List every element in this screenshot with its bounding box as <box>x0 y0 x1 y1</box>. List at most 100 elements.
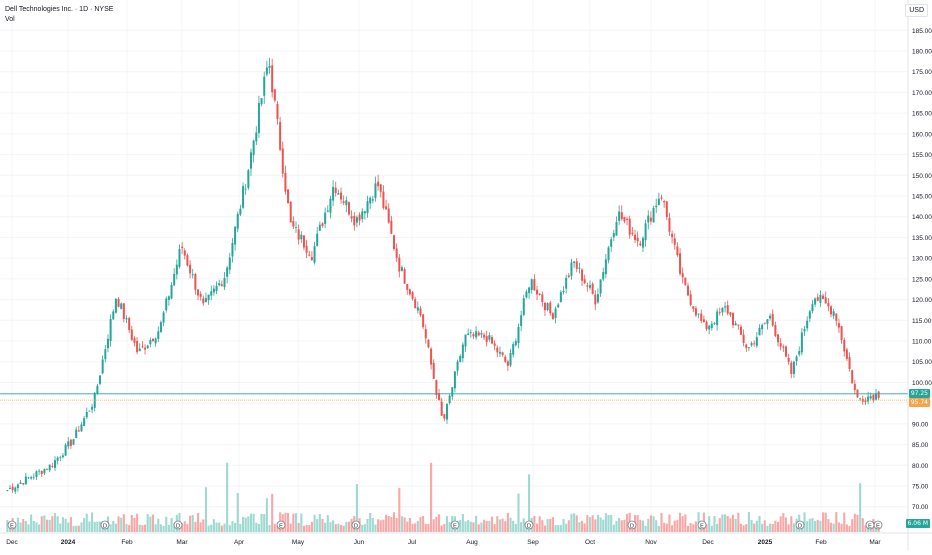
event-marker-label: D <box>630 524 634 530</box>
candle-body <box>170 284 173 299</box>
volume-bar <box>753 523 756 532</box>
volume-bar <box>761 523 764 532</box>
price-tick-label: 175.00 <box>912 69 932 76</box>
candle-body <box>811 304 814 312</box>
volume-bar <box>464 521 467 532</box>
volume-bar <box>578 522 581 532</box>
volume-bar <box>59 523 62 532</box>
event-marker-icon <box>697 520 707 530</box>
candle-body <box>321 223 324 227</box>
volume-bar <box>792 523 795 532</box>
volume-bar <box>210 524 213 532</box>
candle-body <box>302 235 305 248</box>
price-tick-label: 125.00 <box>912 276 932 283</box>
volume-bar <box>294 513 298 532</box>
candle-body <box>22 483 25 485</box>
volume-bar <box>689 523 692 532</box>
volume-bar <box>575 515 578 532</box>
volume-bar <box>437 514 441 532</box>
candle-body <box>729 312 732 315</box>
volume-bar <box>716 523 719 532</box>
volume-bar <box>861 518 864 532</box>
candle-body <box>543 302 546 311</box>
volume-bar <box>427 523 430 532</box>
volume-bar <box>705 524 708 532</box>
volume-bar <box>202 519 205 532</box>
volume-bar <box>305 525 308 532</box>
grid <box>0 0 908 533</box>
price-tick-label: 115.00 <box>912 318 932 325</box>
volume-bar <box>112 520 115 532</box>
volume-bar <box>573 513 576 532</box>
volume-bar <box>302 525 306 532</box>
candle-body <box>11 486 14 491</box>
volume-bar <box>422 515 425 532</box>
candle-body <box>848 357 851 369</box>
event-marker-label: E <box>453 524 457 530</box>
event-marker-icon <box>627 520 637 530</box>
volume-bar <box>588 517 592 532</box>
candle-body <box>459 356 462 362</box>
volume-bar <box>363 524 366 532</box>
candle-body <box>99 375 102 384</box>
candle-body <box>493 343 496 346</box>
volume-bar <box>475 515 478 532</box>
volume-bar <box>387 515 390 532</box>
time-tick-label: Sep <box>527 539 539 546</box>
volume-bar <box>324 522 327 532</box>
volume-bar <box>271 493 274 532</box>
candle-body <box>183 250 186 256</box>
candle-body <box>851 370 854 384</box>
volume-bar <box>755 520 758 532</box>
volume-bar <box>676 520 679 532</box>
candle-body <box>231 242 234 257</box>
candle-body <box>157 331 160 339</box>
volume-bar <box>377 519 380 532</box>
candle-body <box>737 324 740 326</box>
candle-body <box>448 395 451 404</box>
candle-body <box>363 211 366 214</box>
volume-bar <box>273 523 276 532</box>
candle-body <box>652 207 655 223</box>
currency-label[interactable]: USD <box>905 4 928 17</box>
candle-body <box>575 261 578 269</box>
volume-bar <box>657 525 660 532</box>
candle-body <box>136 340 139 353</box>
candle-body <box>77 430 80 432</box>
candle-body <box>549 302 552 314</box>
candle-body <box>456 361 459 371</box>
candle-body <box>453 371 456 389</box>
candle-body <box>175 264 178 275</box>
candle-body <box>75 429 78 438</box>
candle-body <box>244 188 247 190</box>
candle-body <box>763 323 766 325</box>
volume-bar <box>782 513 785 532</box>
candle-body <box>194 273 197 290</box>
event-marker-icon <box>100 520 110 530</box>
volume-bar <box>430 462 433 532</box>
candle-body <box>718 312 721 314</box>
volume-bar <box>853 513 856 532</box>
candle-body <box>419 308 422 316</box>
volume-bar <box>403 517 406 532</box>
volume-bars <box>6 462 880 532</box>
candle-body <box>607 247 610 261</box>
candle-body <box>806 320 809 329</box>
volume-bar <box>265 498 268 532</box>
time-tick-label: Feb <box>121 539 133 546</box>
volume-bar <box>138 524 141 532</box>
candle-body <box>528 287 531 294</box>
candle-body <box>483 334 486 338</box>
volume-bar <box>165 516 168 532</box>
volume-bar <box>83 518 86 532</box>
volume-bar <box>811 518 814 532</box>
candle-body <box>520 315 523 327</box>
volume-bar <box>856 514 859 532</box>
candle-body <box>390 220 393 234</box>
candle-body <box>83 418 86 426</box>
candle-body <box>53 460 57 468</box>
volume-bar <box>22 519 25 532</box>
candle-body <box>771 313 774 326</box>
